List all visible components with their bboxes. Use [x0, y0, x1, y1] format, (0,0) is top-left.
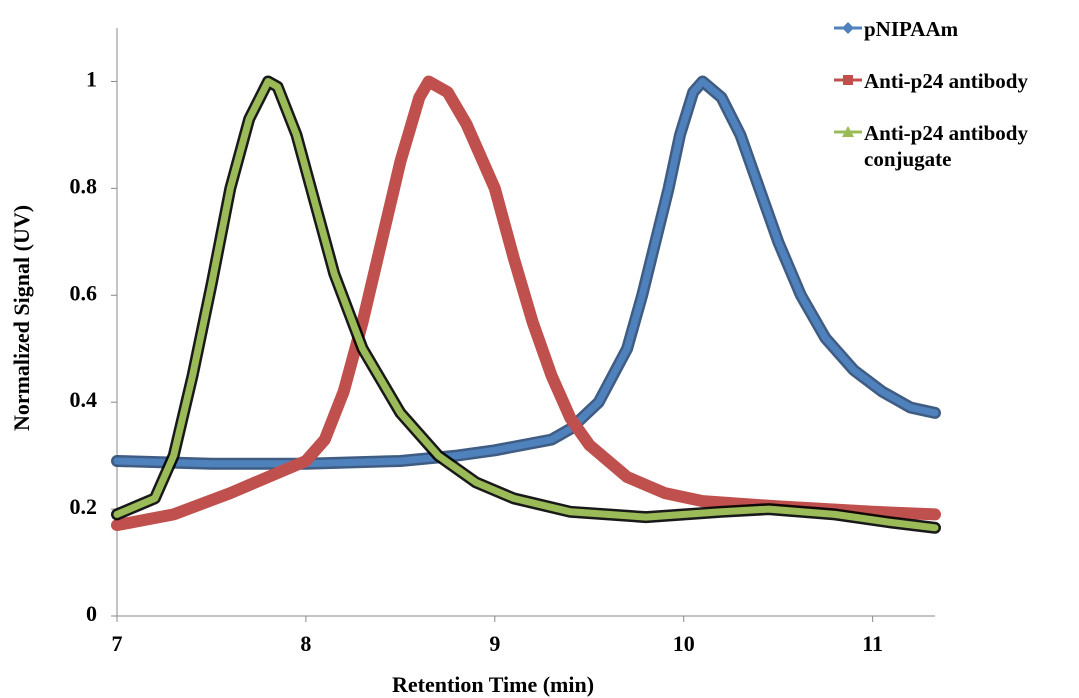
x-tick-label: 7: [112, 631, 123, 656]
legend-label: Anti-p24 antibody conjugate: [864, 121, 1028, 171]
y-tick-label: 0.4: [70, 387, 98, 412]
series-line: [113, 78, 939, 468]
legend-item: Anti-p24 antibody conjugate: [832, 120, 1072, 172]
legend-symbol: [843, 75, 853, 85]
y-tick-label: 0.2: [70, 494, 98, 519]
y-axis-title: Normalized Signal (UV): [9, 205, 34, 431]
x-tick-label: 8: [300, 631, 311, 656]
series-line: [111, 75, 941, 532]
legend-marker: [834, 126, 862, 137]
x-tick-label: 10: [673, 631, 695, 656]
legend: pNIPAAm Anti-p24 antibody Anti-p24 antibod…: [832, 16, 1072, 198]
legend-item: pNIPAAm: [832, 16, 1072, 42]
x-axis-title: Retention Time (min): [392, 672, 594, 697]
legend-label: pNIPAAm: [864, 17, 959, 41]
legend-item: Anti-p24 antibody: [832, 68, 1072, 94]
legend-marker: [834, 75, 862, 85]
legend-marker: [834, 22, 862, 34]
y-tick-label: 0: [86, 601, 97, 626]
legend-label: Anti-p24 antibody: [864, 69, 1028, 93]
x-tick-label: 11: [862, 631, 883, 656]
y-tick-label: 1: [86, 67, 97, 92]
legend-symbol: [842, 126, 854, 137]
y-tick-label: 0.6: [70, 280, 98, 305]
legend-symbol: [842, 22, 854, 34]
x-tick-label: 9: [489, 631, 500, 656]
series-line: [113, 78, 939, 532]
y-tick-label: 0.8: [70, 173, 98, 198]
